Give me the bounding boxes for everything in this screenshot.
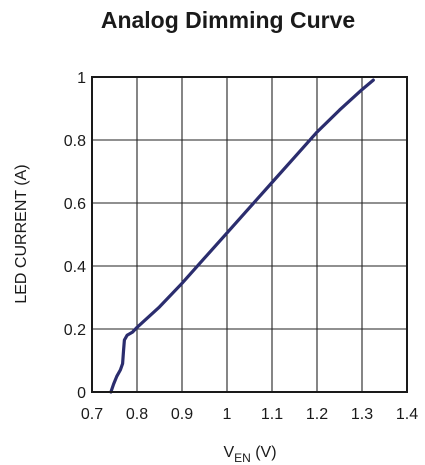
y-tick-label-0: 0: [77, 385, 86, 402]
plot-frame: [91, 76, 408, 393]
x-tick-label-0: 0.7: [81, 406, 103, 423]
x-tick-label-3: 1: [223, 406, 232, 423]
x-axis-label-main: V: [223, 444, 234, 461]
x-axis-label-subscript: EN: [234, 451, 251, 465]
y-tick-label-2: 0.4: [64, 259, 86, 276]
x-tick-labels: 0.7 0.8 0.9 1 1.1 1.2 1.3 1.4: [81, 406, 418, 423]
x-axis-label-unit: (V): [251, 444, 277, 461]
x-tick-label-4: 1.1: [261, 406, 283, 423]
y-tick-label-4: 0.8: [64, 133, 86, 150]
y-axis-label: LED CURRENT (A): [13, 164, 30, 303]
x-tick-label-7: 1.4: [396, 406, 418, 423]
y-tick-label-3: 0.6: [64, 196, 86, 213]
x-tick-label-5: 1.2: [306, 406, 328, 423]
y-tick-label-5: 1: [77, 70, 86, 87]
y-tick-labels: 0 0.2 0.4 0.6 0.8 1: [64, 70, 86, 402]
chart-title: Analog Dimming Curve: [101, 7, 355, 33]
x-tick-label-2: 0.9: [171, 406, 193, 423]
x-axis-label: VEN (V): [223, 444, 276, 465]
x-tick-label-1: 0.8: [126, 406, 148, 423]
y-tick-label-1: 0.2: [64, 322, 86, 339]
x-tick-label-6: 1.3: [351, 406, 373, 423]
series-line: [109, 78, 375, 394]
grid: [92, 77, 407, 392]
